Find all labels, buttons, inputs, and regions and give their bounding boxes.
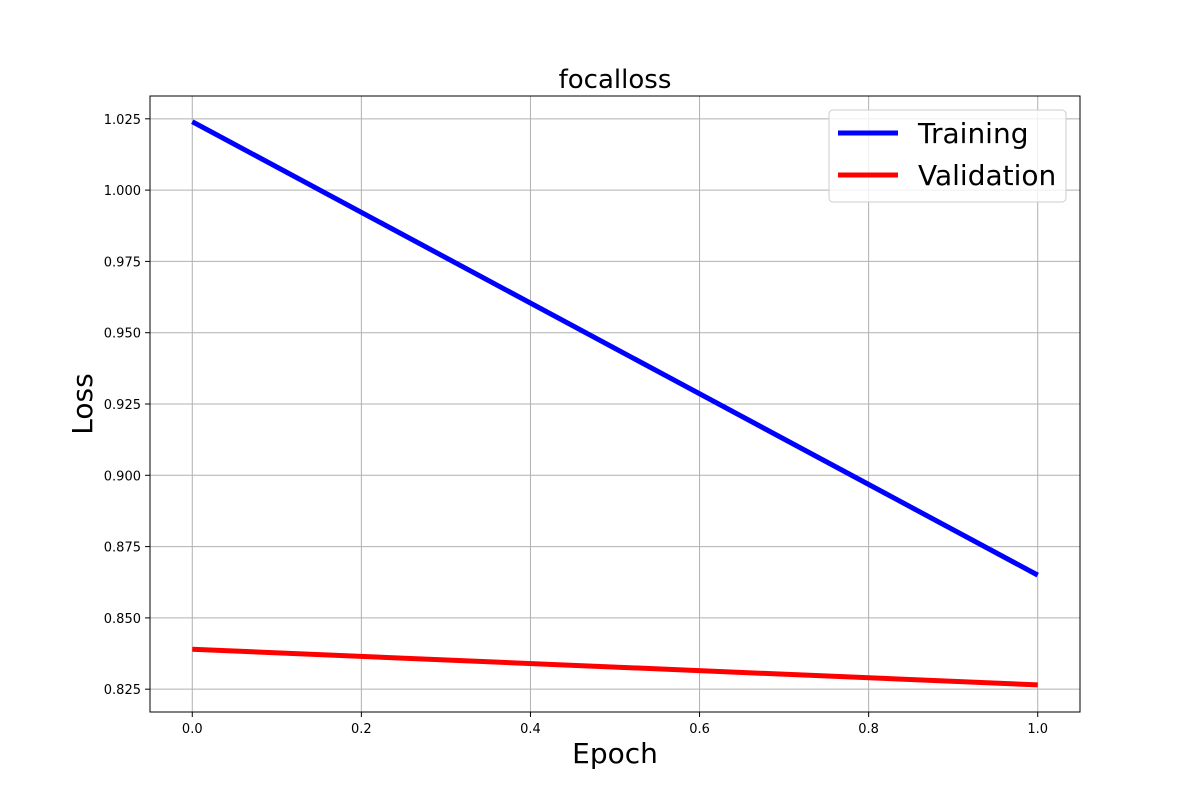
- series-lines: [191, 119, 1039, 688]
- y-tick-label: 0.875: [104, 541, 141, 556]
- series-line-training: [191, 119, 1039, 578]
- legend-label-validation: Validation: [918, 159, 1056, 192]
- x-tick-label: 0.8: [858, 722, 879, 737]
- x-axis-ticks: 0.0 0.2 0.4 0.6 0.8 1.0: [182, 712, 1048, 737]
- chart-title: focalloss: [559, 65, 672, 95]
- legend-label-training: Training: [917, 117, 1028, 150]
- y-tick-label: 0.925: [104, 398, 141, 413]
- y-axis-ticks: 0.825 0.850 0.875 0.900 0.925 0.950 0.975 1.000…: [104, 113, 150, 698]
- y-axis-label: Loss: [66, 373, 99, 434]
- y-tick-label: 0.900: [104, 469, 141, 484]
- y-tick-label: 0.975: [104, 255, 141, 270]
- y-tick-label: 1.025: [104, 113, 141, 128]
- x-tick-label: 0.0: [182, 722, 203, 737]
- legend-items: Training Validation: [838, 117, 1056, 192]
- y-tick-label: 0.950: [104, 327, 141, 342]
- legend: Training Validation: [828, 109, 1067, 203]
- x-tick-label: 1.0: [1027, 722, 1048, 737]
- x-tick-label: 0.6: [689, 722, 710, 737]
- x-axis-label: Epoch: [572, 737, 658, 770]
- series-line-validation: [192, 646, 1038, 688]
- y-tick-label: 1.000: [104, 184, 141, 199]
- x-tick-label: 0.2: [351, 722, 372, 737]
- y-tick-label: 0.850: [104, 612, 141, 627]
- y-tick-label: 0.825: [104, 683, 141, 698]
- x-tick-label: 0.4: [520, 722, 541, 737]
